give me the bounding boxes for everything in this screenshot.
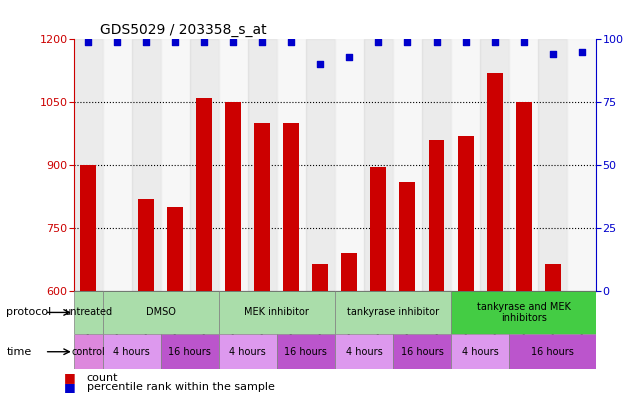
Text: 16 hours: 16 hours [401,347,444,357]
Point [519,39,529,45]
Bar [190,39,219,291]
Bar [458,136,474,291]
Point [431,39,442,45]
Text: 4 hours: 4 hours [462,347,499,357]
Bar [422,39,451,291]
Text: count: count [87,373,118,383]
Bar [74,334,103,369]
Point [228,39,238,45]
Point [287,39,297,45]
Bar [167,207,183,291]
Bar [342,253,358,291]
Point [373,39,383,45]
Bar [80,165,96,291]
Text: tankyrase inhibitor: tankyrase inhibitor [347,307,439,318]
Bar [335,39,364,291]
Text: MEK inhibitor: MEK inhibitor [244,307,310,318]
Text: 4 hours: 4 hours [113,347,150,357]
Point [257,39,267,45]
Bar [219,291,335,334]
Bar [515,102,531,291]
Bar [487,73,503,291]
Bar [370,167,387,291]
Text: protocol: protocol [6,307,52,318]
Text: percentile rank within the sample: percentile rank within the sample [87,382,274,392]
Bar [364,39,393,291]
Text: 4 hours: 4 hours [229,347,266,357]
Text: GDS5029 / 203358_s_at: GDS5029 / 203358_s_at [100,23,267,37]
Bar [393,39,422,291]
Bar [509,39,538,291]
Bar [138,198,154,291]
Text: ■: ■ [64,380,76,393]
Text: 16 hours: 16 hours [285,347,328,357]
Bar [399,182,415,291]
Bar [103,291,219,334]
Bar [226,102,241,291]
Bar [161,334,219,369]
Point [83,39,94,45]
Bar [567,39,596,291]
Point [112,39,122,45]
Point [547,51,558,57]
Bar [74,291,103,334]
Point [403,39,413,45]
Bar [283,123,299,291]
Text: 16 hours: 16 hours [169,347,212,357]
Bar [306,39,335,291]
Bar [248,39,277,291]
Point [141,39,151,45]
Point [315,61,326,68]
Bar [103,39,132,291]
Bar [509,334,596,369]
Bar [277,334,335,369]
Bar [132,39,161,291]
Bar [538,39,567,291]
Point [460,39,470,45]
Point [170,39,180,45]
Point [576,49,587,55]
Bar [451,39,480,291]
Bar [219,334,277,369]
Bar [335,291,451,334]
Bar [219,39,248,291]
Bar [451,334,509,369]
Text: time: time [6,347,31,357]
Bar [312,264,328,291]
Bar [74,39,103,291]
Text: ■: ■ [64,371,76,384]
Text: DMSO: DMSO [146,307,176,318]
Text: tankyrase and MEK
inhibitors: tankyrase and MEK inhibitors [477,302,570,323]
Bar [161,39,190,291]
Text: 16 hours: 16 hours [531,347,574,357]
Point [344,54,354,60]
Point [199,39,210,45]
Bar [393,334,451,369]
Bar [277,39,306,291]
Bar [335,334,393,369]
Text: untreated: untreated [64,307,112,318]
Text: 4 hours: 4 hours [345,347,382,357]
Bar [480,39,509,291]
Point [490,39,500,45]
Bar [254,123,271,291]
Bar [451,291,596,334]
Bar [545,264,561,291]
Text: control: control [71,347,105,357]
Bar [196,98,212,291]
Bar [429,140,444,291]
Bar [103,334,161,369]
